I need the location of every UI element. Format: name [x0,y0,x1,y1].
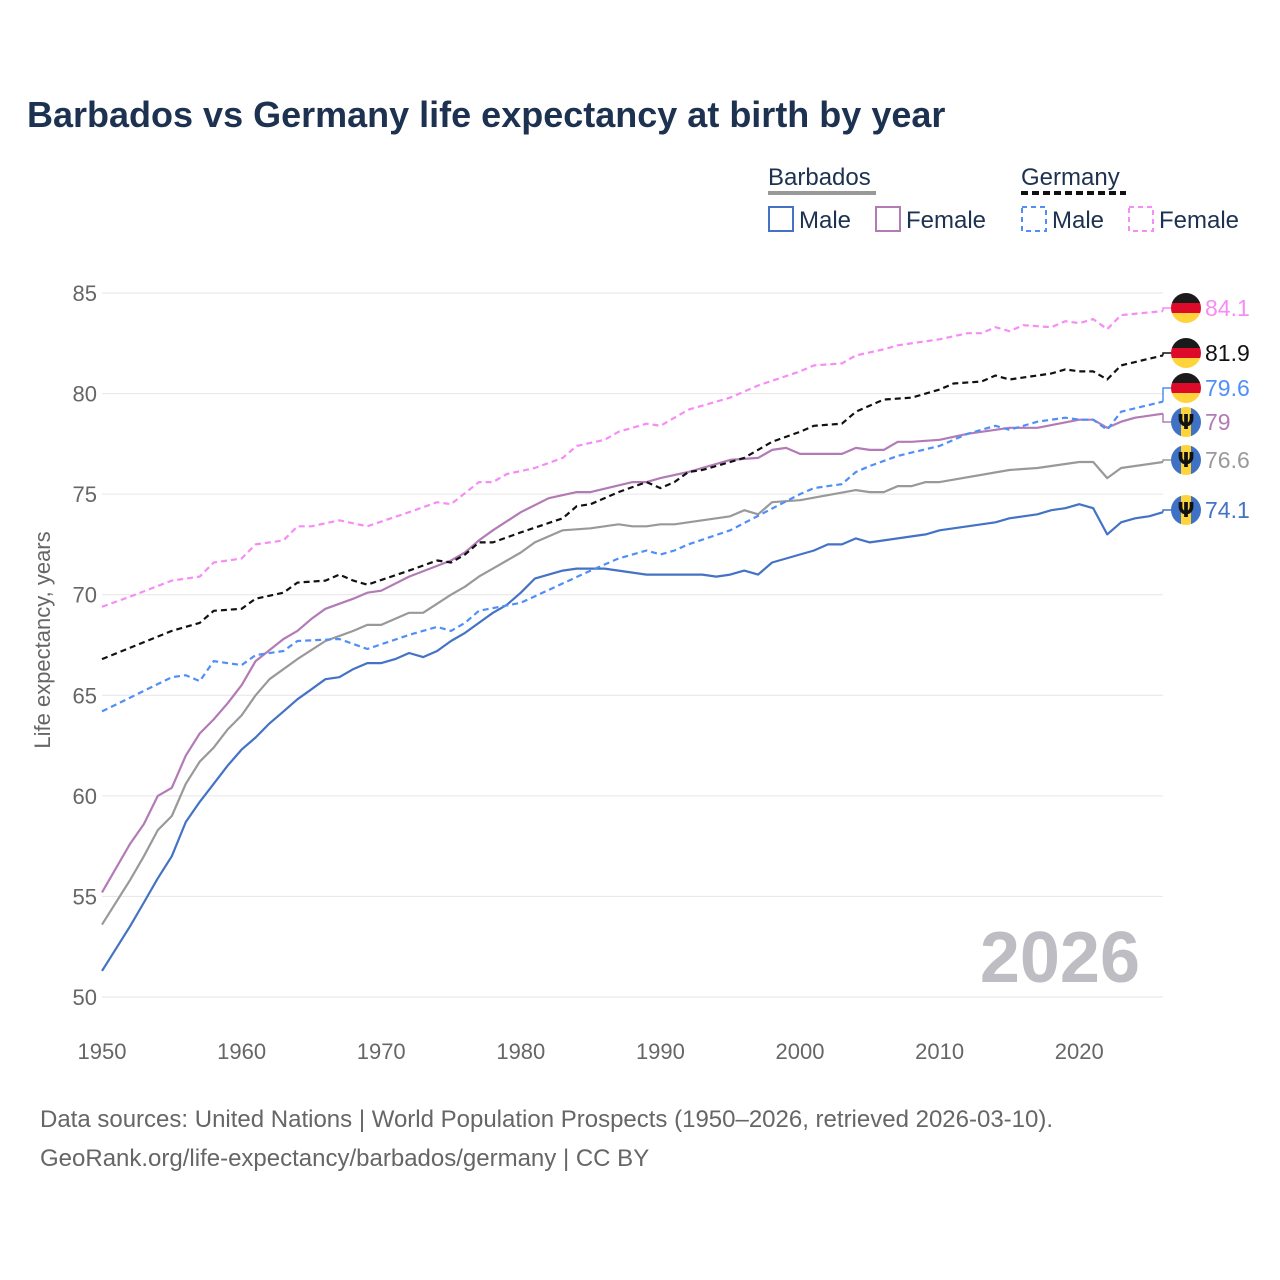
end-value-label: 79 [1205,409,1231,435]
label-connector [1162,352,1172,356]
label-connector [1162,307,1172,312]
end-value-label: 76.6 [1205,447,1250,473]
label-connector [1162,387,1172,402]
series-line-barbados [101,460,1164,926]
legend-barbados-female-label: Female [906,207,986,234]
end-value-label: 84.1 [1205,295,1250,321]
barbados-flag-icon: Ψ [1171,407,1201,437]
germany-flag-icon [1171,338,1201,368]
x-tick-label: 1950 [78,1039,127,1064]
legend-germany-female-swatch [1128,206,1154,232]
svg-text:Ψ: Ψ [1178,410,1195,434]
x-tick-label: 2010 [915,1039,964,1064]
legend-germany-male-label: Male [1052,207,1104,234]
x-tick-label: 1980 [496,1039,545,1064]
barbados-flag-icon: Ψ [1171,445,1201,475]
label-connector [1162,509,1172,513]
footer-link[interactable]: GeoRank.org/life-expectancy/barbados/ger… [40,1145,650,1172]
barbados-flag-icon: Ψ [1171,495,1201,525]
series-line-barbados-female [101,412,1164,893]
y-tick-label: 60 [73,784,97,809]
series-line-germany-female [101,310,1164,608]
y-tick-label: 50 [73,985,97,1010]
y-tick-label: 80 [73,382,97,407]
svg-text:Ψ: Ψ [1178,498,1195,522]
germany-flag-icon [1171,373,1201,403]
y-tick-label: 65 [73,683,97,708]
x-tick-label: 1990 [636,1039,685,1064]
legend-barbados-female-swatch [875,206,901,232]
x-tick-label: 2000 [776,1039,825,1064]
legend-germany-male-swatch [1021,206,1047,232]
svg-text:Ψ: Ψ [1178,448,1195,472]
chart-title: Barbados vs Germany life expectancy at b… [27,94,946,135]
series-line-barbados-male [101,503,1164,972]
legend-barbados-male-swatch [768,206,794,232]
x-tick-label: 2020 [1055,1039,1104,1064]
end-value-label: 74.1 [1205,497,1250,523]
label-connector [1162,413,1172,423]
end-value-label: 79.6 [1205,375,1250,401]
y-tick-label: 75 [73,482,97,507]
label-connector [1162,459,1172,462]
legend-group-barbados: Barbados [768,164,871,191]
y-tick-label: 70 [73,583,97,608]
legend-group-germany: Germany [1021,164,1120,191]
year-watermark: 2026 [980,918,1140,998]
footer-sources: Data sources: United Nations | World Pop… [40,1106,1054,1133]
end-value-label: 81.9 [1205,340,1250,366]
legend-barbados-male-label: Male [799,207,851,234]
germany-flag-icon [1171,293,1201,323]
x-tick-label: 1970 [357,1039,406,1064]
y-axis-label: Life expectancy, years [30,531,55,748]
legend-germany-female-label: Female [1159,207,1239,234]
series-line-germany [101,354,1164,661]
series-line-germany-male [101,400,1164,713]
y-tick-label: 85 [73,281,97,306]
x-tick-label: 1960 [217,1039,266,1064]
y-tick-label: 55 [73,884,97,909]
